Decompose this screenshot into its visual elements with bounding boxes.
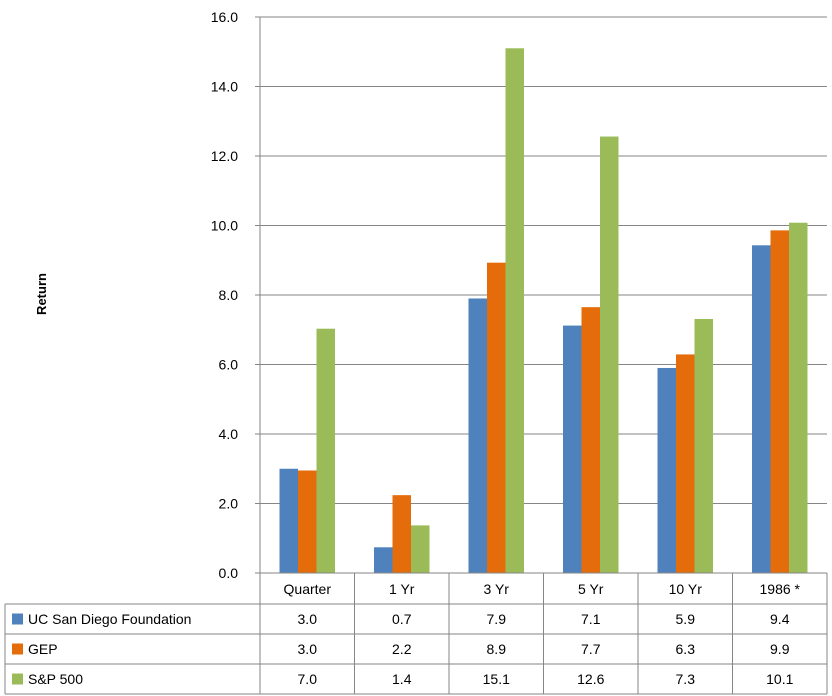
data-label: 3.0	[298, 641, 318, 657]
y-tick-label: 14.0	[211, 79, 238, 95]
data-label: 9.9	[770, 641, 790, 657]
legend-swatch	[12, 673, 23, 685]
bar-uc-san-diego-foundation-1	[374, 547, 393, 573]
category-label: 1986 *	[760, 581, 801, 597]
bar-gep-0	[298, 470, 317, 573]
bar-s-p-500-1	[411, 525, 430, 573]
data-label: 9.4	[770, 611, 790, 627]
bar-gep-1	[392, 495, 411, 573]
data-label: 6.3	[676, 641, 696, 657]
y-tick-label: 0.0	[219, 565, 239, 581]
bar-s-p-500-0	[316, 328, 335, 573]
bar-uc-san-diego-foundation-0	[279, 468, 298, 573]
legend-entry: GEP	[28, 641, 58, 657]
bar-uc-san-diego-foundation-5	[752, 245, 771, 573]
y-tick-labels: 0.0 2.0 4.0 6.0 8.0 10.0 12.0 14.0 16.0	[211, 9, 238, 581]
y-tick-label: 12.0	[211, 148, 238, 164]
y-tick-label: 8.0	[219, 287, 239, 303]
legend-entry: S&P 500	[28, 671, 83, 687]
category-label: 5 Yr	[578, 581, 604, 597]
data-label: 5.9	[676, 611, 696, 627]
data-label: 12.6	[577, 671, 604, 687]
y-tick-label: 16.0	[211, 9, 238, 25]
category-label: Quarter	[284, 581, 332, 597]
legend-entry: UC San Diego Foundation	[28, 611, 191, 627]
data-label: 7.1	[581, 611, 601, 627]
bar-gep-5	[770, 230, 789, 574]
gridlines	[260, 16, 827, 504]
data-label: 2.2	[392, 641, 412, 657]
bar-s-p-500-2	[505, 48, 524, 573]
category-label: 10 Yr	[669, 581, 703, 597]
data-label: 7.3	[676, 671, 696, 687]
legend-swatch	[12, 613, 23, 625]
bar-uc-san-diego-foundation-3	[563, 325, 582, 573]
y-tick-label: 10.0	[211, 218, 238, 234]
y-tick-label: 6.0	[219, 357, 239, 373]
bar-uc-san-diego-foundation-4	[657, 367, 676, 573]
y-tick-label: 2.0	[219, 496, 239, 512]
y-tick-label: 4.0	[219, 426, 239, 442]
bar-uc-san-diego-foundation-2	[468, 298, 487, 573]
y-axis-title: Return	[34, 273, 49, 315]
bar-s-p-500-5	[789, 222, 808, 573]
bar-gep-4	[676, 354, 695, 573]
category-label: 3 Yr	[484, 581, 510, 597]
data-label: 8.9	[487, 641, 507, 657]
bar-s-p-500-4	[694, 318, 713, 573]
bars	[279, 48, 808, 574]
data-label: 0.7	[392, 611, 412, 627]
data-label: 15.1	[483, 671, 510, 687]
axes	[255, 16, 261, 574]
data-label: 10.1	[766, 671, 793, 687]
data-label: 3.0	[298, 611, 318, 627]
category-label: 1 Yr	[389, 581, 415, 597]
bar-gep-3	[581, 307, 600, 573]
data-table: Quarter 1 Yr 3 Yr 5 Yr 10 Yr 1986 * UC San Die…	[4, 572, 828, 695]
legend-swatch	[12, 643, 23, 655]
bar-gep-2	[487, 262, 506, 573]
data-label: 7.0	[298, 671, 318, 687]
data-label: 7.7	[581, 641, 601, 657]
data-label: 1.4	[392, 671, 412, 687]
bar-s-p-500-3	[600, 136, 619, 574]
data-label: 7.9	[487, 611, 507, 627]
